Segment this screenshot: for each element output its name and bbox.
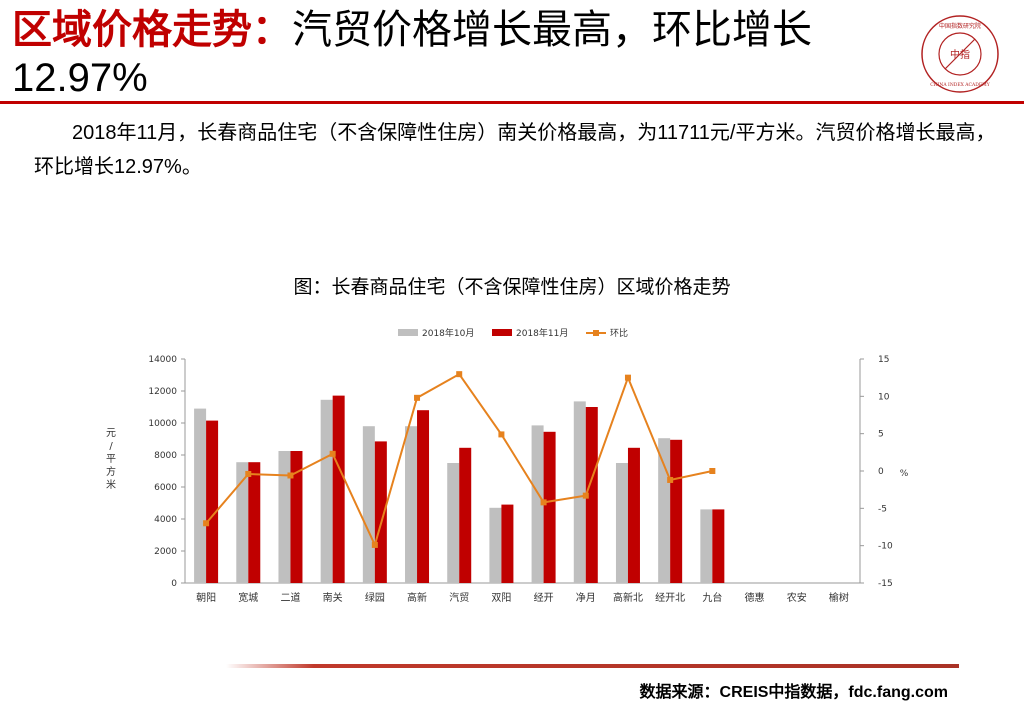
- y-axis-label-char: 方: [106, 465, 116, 478]
- seal-top-text: 中国指数研究院: [939, 22, 981, 30]
- y2-tick-label: -5: [878, 504, 887, 514]
- bar-oct: [236, 462, 249, 583]
- bar-nov: [332, 395, 345, 583]
- mom-point: [245, 470, 252, 477]
- bar-nov: [248, 462, 261, 583]
- x-tick-label: 二道: [280, 591, 300, 604]
- x-tick-label: 德惠: [745, 591, 765, 604]
- y2-tick-label: 5: [878, 430, 884, 440]
- y2-axis-label: %: [900, 469, 909, 479]
- data-source: 数据来源：CREIS中指数据，fdc.fang.com: [639, 684, 948, 701]
- bar-oct: [658, 438, 671, 583]
- mom-point: [624, 374, 631, 381]
- page-title-rest: 汽贸价格增长最高，环比增长12.97%: [12, 8, 812, 100]
- y-tick-label: 2000: [154, 547, 177, 557]
- mom-point: [329, 450, 336, 457]
- x-tick-label: 双阳: [491, 592, 511, 604]
- bar-oct: [489, 507, 502, 583]
- y-tick-label: 4000: [154, 515, 177, 525]
- legend-label: 2018年10月: [422, 327, 474, 339]
- y-tick-label: 6000: [154, 483, 177, 493]
- x-tick-label: 九台: [702, 591, 722, 604]
- x-tick-label: 经开: [534, 591, 554, 604]
- x-tick-label: 高新北: [613, 591, 643, 604]
- bar-oct: [278, 451, 291, 583]
- y2-tick-label: 10: [878, 392, 890, 402]
- bar-nov: [712, 509, 725, 583]
- x-tick-label: 朝阳: [196, 592, 216, 604]
- y-tick-label: 14000: [148, 355, 177, 365]
- mom-point: [540, 499, 547, 506]
- seal-bottom-text: CHINA INDEX ACADEMY: [930, 82, 990, 88]
- legend-label: 2018年11月: [516, 327, 568, 339]
- bar-oct: [362, 426, 375, 583]
- y-axis-label-char: 米: [106, 478, 116, 491]
- footer-divider: [226, 664, 959, 668]
- bar-nov: [459, 447, 472, 583]
- mom-point: [709, 468, 716, 474]
- y-tick-label: 10000: [148, 419, 177, 429]
- header-divider: [0, 101, 1024, 104]
- bar-nov: [585, 407, 598, 583]
- y-tick-label: 0: [171, 579, 177, 589]
- bar-nov: [501, 504, 514, 583]
- y2-tick-label: -15: [878, 579, 893, 589]
- mom-point: [667, 476, 674, 483]
- mom-point: [287, 472, 294, 479]
- y-axis-label-char: 平: [106, 454, 116, 465]
- chart-caption: 图：长春商品住宅（不含保障性住房）区域价格走势: [293, 277, 731, 298]
- x-tick-label: 南关: [323, 591, 343, 604]
- legend-marker: [593, 330, 599, 336]
- legend-swatch: [492, 329, 512, 336]
- bar-nov: [627, 447, 640, 583]
- bar-oct: [194, 408, 207, 583]
- y-axis-label-char: 元: [106, 428, 116, 439]
- y2-tick-label: 0: [878, 467, 884, 477]
- mom-point: [456, 371, 463, 378]
- y-tick-label: 8000: [154, 451, 177, 461]
- bar-oct: [531, 425, 544, 583]
- bar-nov: [543, 431, 556, 583]
- mom-point: [582, 492, 589, 499]
- mom-point: [371, 541, 378, 548]
- x-tick-label: 汽贸: [449, 591, 469, 604]
- bar-nov: [206, 420, 219, 583]
- summary-paragraph: 2018年11月，长春商品住宅（不含保障性住房）南关价格最高，为11711元/平…: [34, 122, 996, 178]
- mom-point: [203, 520, 210, 527]
- bar-oct: [573, 401, 586, 583]
- legend-label: 环比: [610, 327, 628, 339]
- bar-oct: [405, 426, 418, 583]
- x-tick-label: 绿园: [365, 591, 385, 604]
- x-tick-label: 农安: [787, 591, 807, 604]
- bar-nov: [417, 410, 430, 583]
- bar-oct: [700, 509, 713, 583]
- y2-tick-label: -10: [878, 542, 893, 552]
- seal-center-text: 中指: [950, 48, 970, 61]
- page-title-lead: 区域价格走势：: [12, 8, 292, 52]
- x-tick-label: 经开北: [655, 591, 685, 604]
- y-axis-label-char: /: [109, 441, 113, 452]
- mom-point: [498, 431, 505, 438]
- bar-nov: [670, 439, 683, 583]
- bar-oct: [615, 463, 628, 583]
- mom-point: [414, 394, 421, 401]
- legend-swatch: [398, 329, 418, 336]
- y-tick-label: 12000: [148, 387, 177, 397]
- bar-oct: [447, 463, 460, 583]
- x-tick-label: 净月: [576, 591, 596, 604]
- bar-nov: [290, 451, 303, 583]
- page-title: 区域价格走势：汽贸价格增长最高，环比增长12.97%: [12, 6, 902, 102]
- y2-tick-label: 15: [878, 355, 889, 365]
- china-index-academy-seal: 中指 中国指数研究院 CHINA INDEX ACADEMY: [921, 15, 999, 93]
- x-tick-label: 宽城: [238, 591, 258, 604]
- x-tick-label: 榆树: [829, 591, 849, 604]
- x-tick-label: 高新: [407, 591, 427, 604]
- bar-oct: [320, 399, 333, 583]
